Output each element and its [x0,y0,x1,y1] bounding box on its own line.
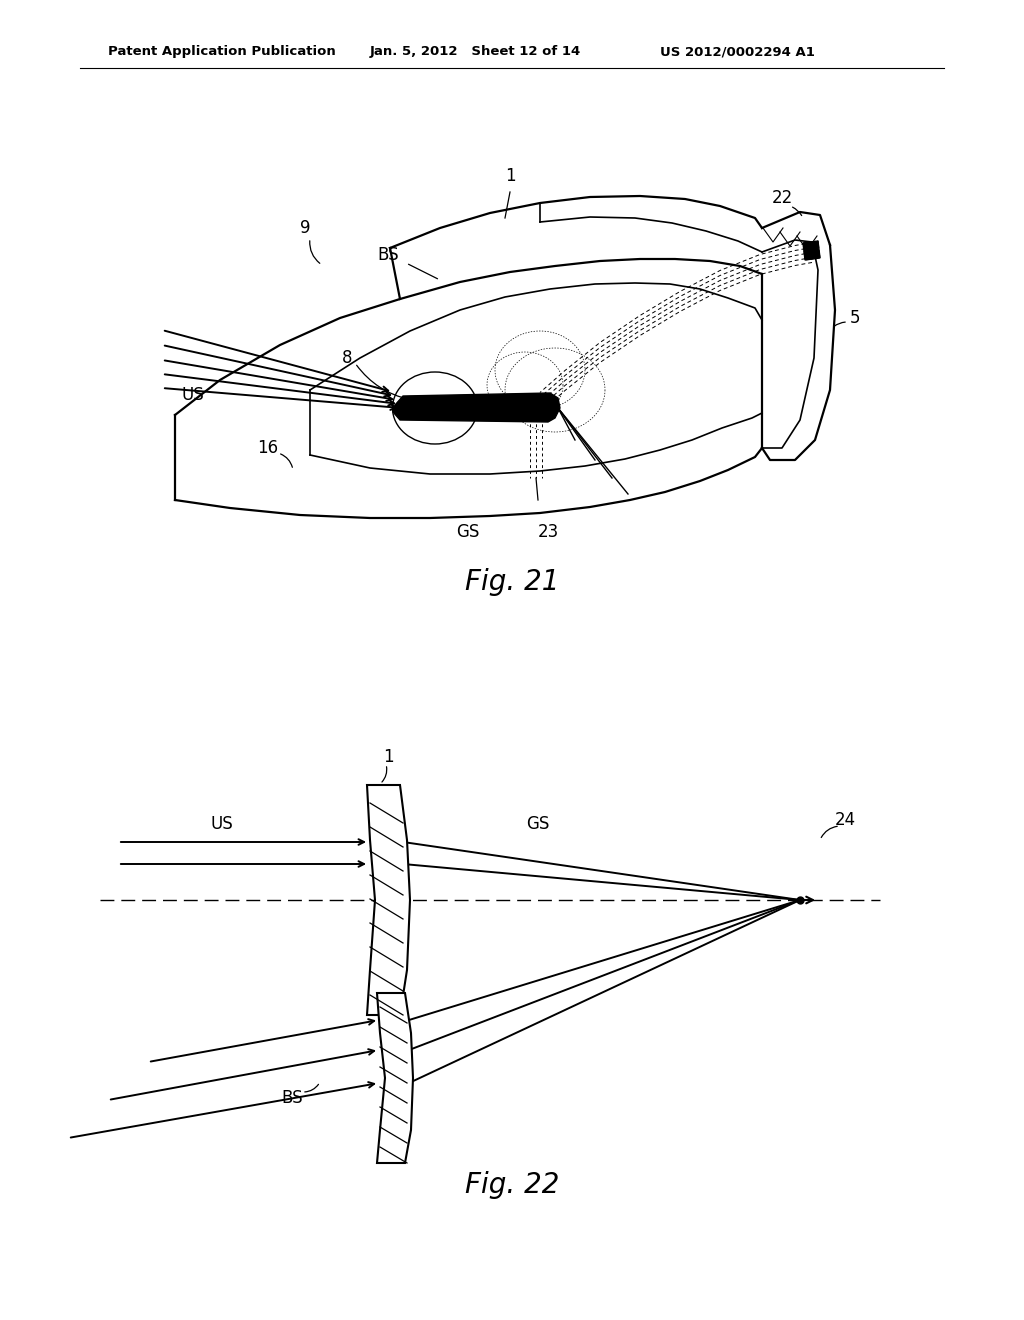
Text: 8: 8 [342,348,352,367]
Text: US 2012/0002294 A1: US 2012/0002294 A1 [660,45,815,58]
Text: BS: BS [377,246,398,264]
Polygon shape [393,393,560,422]
Text: Fig. 21: Fig. 21 [465,568,559,597]
Text: US: US [181,385,205,404]
Text: Patent Application Publication: Patent Application Publication [108,45,336,58]
Text: 1: 1 [383,748,393,766]
Text: 9: 9 [394,1045,406,1064]
Text: BS: BS [282,1089,303,1107]
Polygon shape [367,785,410,1015]
Text: Jan. 5, 2012   Sheet 12 of 14: Jan. 5, 2012 Sheet 12 of 14 [370,45,582,58]
Text: GS: GS [457,523,479,541]
Text: Fig. 22: Fig. 22 [465,1171,559,1199]
Text: 23: 23 [538,523,559,541]
Text: 1: 1 [505,168,515,185]
Polygon shape [803,242,820,260]
Text: 16: 16 [257,440,279,457]
Text: 5: 5 [850,309,860,327]
Polygon shape [377,993,413,1163]
Text: 24: 24 [835,810,856,829]
Text: 9: 9 [300,219,310,238]
Text: 22: 22 [771,189,793,207]
Text: GS: GS [526,814,550,833]
Text: US: US [211,814,233,833]
